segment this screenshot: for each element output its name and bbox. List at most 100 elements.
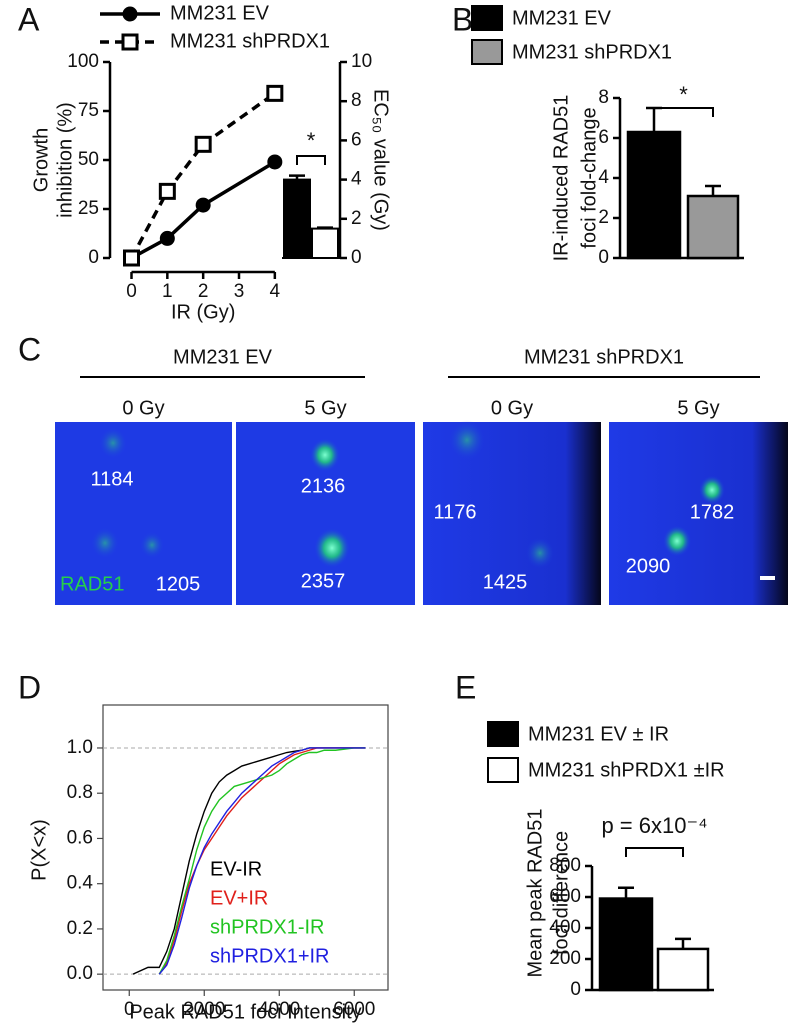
y-tick-label: 25 (78, 198, 99, 219)
legend-label: MM231 EV ± IR (528, 723, 669, 745)
y-tick-label: 0 (88, 247, 99, 268)
significance-bracket (653, 107, 714, 117)
x-tick-label: 2 (198, 281, 209, 302)
y-tick-label: 10 (351, 51, 372, 72)
intensity-label: 1425 (483, 571, 528, 593)
y-tick-label: 6 (351, 129, 362, 150)
y-tick-label: 0 (570, 979, 581, 1000)
micrograph (55, 422, 232, 605)
y-tick-label: 0.4 (67, 873, 94, 894)
error-bar (705, 184, 721, 196)
y-axis-label: Growth (30, 128, 52, 192)
series-line (130, 160, 276, 260)
x-tick-label: 3 (234, 281, 245, 302)
legend-label: MM231 shPRDX1 (512, 41, 672, 63)
error-bar (618, 886, 634, 899)
x-tick-label: 0 (124, 999, 135, 1020)
y-tick-label: 400 (549, 917, 581, 938)
panel-letter: A (18, 1, 40, 37)
focus-spot (526, 537, 554, 569)
y-tick-label: 0.8 (67, 782, 93, 803)
intensity-label: 1782 (690, 501, 735, 523)
x-tick-label: 4 (270, 281, 281, 302)
y-tick-label: 4 (598, 167, 609, 188)
ec50-bar (311, 227, 339, 260)
panel-letter: B (452, 1, 473, 37)
ec50-bar (283, 178, 311, 260)
y-tick-label: 600 (549, 886, 581, 907)
series-marker (194, 135, 212, 153)
legend-label: MM231 EV (170, 2, 270, 24)
series-line (158, 747, 366, 975)
focus-spot (449, 420, 485, 460)
focus-spot (140, 531, 164, 559)
y-tick-label: 0.2 (67, 918, 93, 939)
bar (626, 130, 682, 260)
legend-label: MM231 shPRDX1 (170, 30, 330, 52)
focus-spot (699, 475, 725, 505)
legend-swatch (487, 757, 519, 783)
legend-label: MM231 EV (512, 7, 612, 29)
dose-label: 5 Gy (677, 397, 719, 419)
x-axis-label: IR (Gy) (171, 301, 235, 323)
dose-label: 5 Gy (304, 397, 346, 419)
y-axis-label: inhibition (%) (54, 102, 76, 218)
y-tick-label: 4 (351, 169, 362, 190)
legend-label: EV+IR (210, 887, 268, 909)
legend-marker (121, 33, 139, 51)
annotation: * (679, 82, 688, 107)
intensity-label: 2090 (626, 555, 671, 577)
x-tick-label: 0 (126, 281, 137, 302)
dose-label: 0 Gy (122, 397, 164, 419)
focus-spot (310, 438, 340, 472)
series-line (158, 747, 366, 975)
legend-swatch (471, 5, 503, 31)
series-marker (266, 84, 284, 102)
series-marker (159, 230, 175, 246)
intensity-label: 2136 (301, 475, 346, 497)
significance-bracket (625, 847, 684, 857)
focus-spot (91, 527, 119, 559)
y-tick-label: 50 (78, 149, 99, 170)
y2-axis-label: EC₅₀ value (Gy) (370, 89, 392, 231)
x-tick-label: 1 (162, 281, 173, 302)
series-marker (267, 154, 283, 170)
y-axis-label: foci fold-change (578, 107, 600, 248)
y-tick-label: 1.0 (67, 737, 93, 758)
legend-swatch (471, 39, 503, 65)
y-tick-label: 100 (67, 51, 99, 72)
legend-label: EV-IR (210, 858, 262, 880)
y-tick-label: 75 (78, 100, 99, 121)
y-axis-label: foci difference (550, 831, 572, 955)
y-tick-label: 200 (549, 948, 581, 969)
error-bar (675, 937, 691, 949)
bar (598, 897, 654, 992)
y-tick-label: 8 (598, 87, 609, 108)
y-axis-label: IR-induced RAD51 (550, 95, 572, 262)
series-marker (195, 197, 211, 213)
y-tick-label: 6 (598, 127, 609, 148)
y-axis-label: Mean peak RAD51 (524, 809, 546, 978)
plot-frame (102, 704, 389, 991)
y-tick-label: 2 (598, 207, 609, 228)
y-tick-label: 0.0 (67, 963, 93, 984)
legend-label: MM231 shPRDX1 ±IR (528, 759, 725, 781)
y-axis-label: P(X<x) (28, 819, 50, 881)
y-tick-label: 0 (598, 247, 609, 268)
group-title: MM231 shPRDX1 (524, 346, 684, 368)
focus-spot (314, 528, 350, 568)
bar (656, 947, 710, 992)
x-tick-label: 6000 (333, 999, 375, 1020)
panel-letter: C (18, 331, 41, 367)
series-marker (123, 249, 140, 267)
y-tick-label: 0.6 (67, 827, 93, 848)
bar (686, 194, 740, 260)
annotation: p = 6x10⁻⁴ (601, 813, 707, 838)
group-title: MM231 EV (173, 346, 273, 368)
series-line (158, 747, 366, 975)
x-tick-label: 4000 (258, 999, 300, 1020)
intensity-label: 1184 (90, 468, 133, 490)
intensity-label: 1205 (156, 573, 201, 595)
